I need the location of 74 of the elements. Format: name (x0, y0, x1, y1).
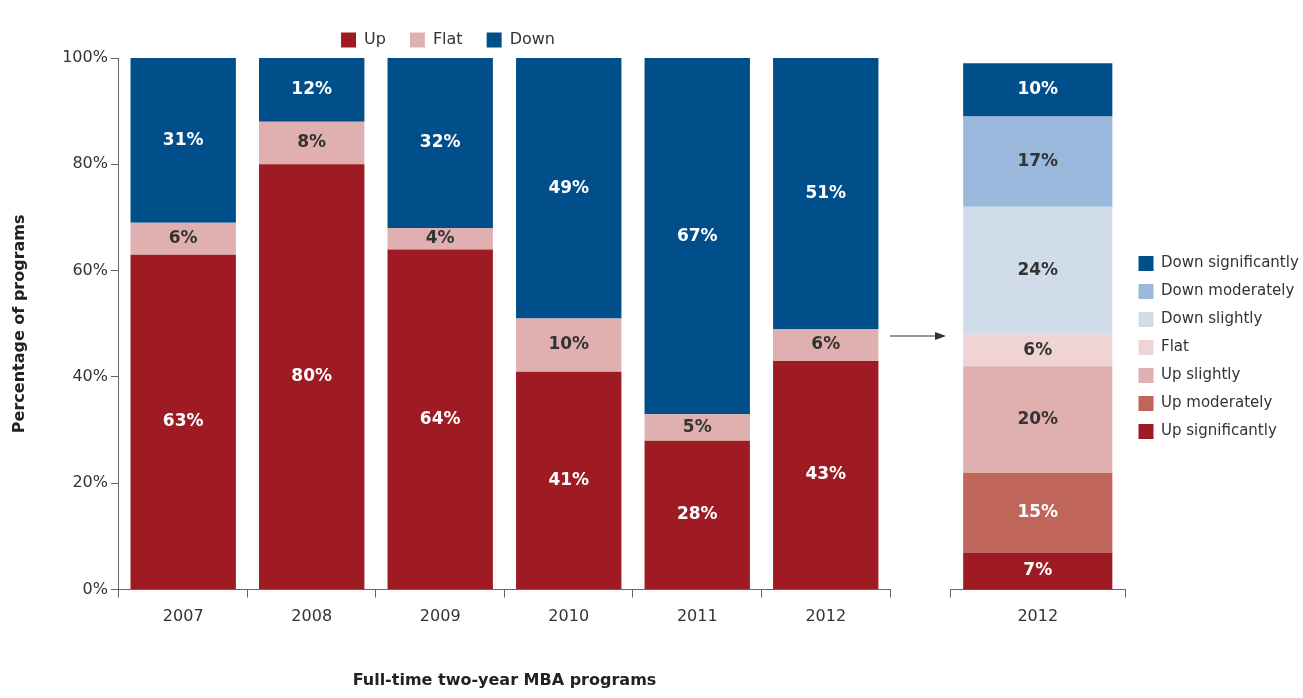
y-tick-label: 100% (62, 47, 108, 67)
bar (773, 361, 879, 590)
bar (130, 58, 236, 223)
bar (963, 472, 1113, 553)
bar (644, 440, 750, 590)
y-tick-label: 40% (72, 366, 108, 386)
x-axis-title: Full-time two-year MBA programs (352, 669, 657, 689)
bar (963, 366, 1113, 473)
data-label: 80% (291, 365, 333, 386)
bar (644, 58, 750, 415)
data-label: 5% (682, 415, 712, 436)
legend-label: Up significantly (1161, 421, 1277, 440)
legend-label: Down significantly (1161, 253, 1299, 272)
bar (130, 222, 236, 255)
legend-label: Down (509, 29, 555, 49)
bar (516, 318, 622, 372)
bar (963, 206, 1113, 335)
data-label: 15% (1017, 500, 1059, 521)
x-tick-label: 2012 (805, 606, 847, 626)
data-label: 43% (805, 463, 847, 484)
data-label: 6% (811, 333, 841, 354)
data-label: 12% (291, 78, 333, 99)
data-label: 17% (1017, 150, 1059, 171)
bar (259, 121, 365, 165)
bar (773, 329, 879, 362)
data-label: 63% (162, 410, 204, 431)
y-tick-label: 20% (72, 472, 108, 492)
bar (963, 334, 1113, 367)
x-tick-label: 2011 (676, 606, 718, 626)
legend-label: Down slightly (1161, 309, 1263, 328)
data-label: 67% (676, 224, 718, 245)
bar (963, 552, 1113, 590)
bar (387, 58, 493, 229)
legend-label: Up slightly (1161, 365, 1241, 384)
x-tick-label: 2010 (548, 606, 590, 626)
data-label: 8% (297, 131, 327, 152)
data-label: 20% (1017, 407, 1059, 428)
data-label: 4% (425, 227, 455, 248)
y-tick-label: 0% (82, 578, 108, 598)
bar (516, 58, 622, 319)
data-label: 24% (1017, 259, 1059, 280)
legend-label: Up moderately (1161, 393, 1273, 412)
data-label: 51% (805, 181, 847, 202)
data-label: 49% (548, 176, 590, 197)
legend-label: Flat (432, 29, 463, 49)
data-label: 10% (1017, 78, 1059, 99)
data-label: 41% (548, 468, 590, 489)
data-label: 64% (419, 407, 461, 428)
y-tick-label: 80% (72, 153, 108, 173)
y-axis-title: Percentage of programs (8, 214, 28, 434)
x-tick-label: 2008 (291, 606, 333, 626)
data-label: 28% (676, 503, 718, 524)
bar (963, 116, 1113, 207)
data-label: 7% (1023, 559, 1053, 580)
data-label: 32% (419, 131, 461, 152)
data-label: 10% (548, 333, 590, 354)
bar (130, 254, 236, 590)
legend-label: Flat (1161, 337, 1189, 356)
data-label: 6% (168, 227, 198, 248)
x-tick-label: 2007 (162, 606, 204, 626)
bar (259, 164, 365, 590)
data-label: 6% (1023, 338, 1053, 359)
data-label: 31% (162, 128, 204, 149)
bar (963, 63, 1113, 117)
bar (387, 249, 493, 590)
bar (773, 58, 879, 330)
legend-label: Down moderately (1161, 281, 1295, 300)
bar (516, 371, 622, 590)
legend-label: Up (364, 29, 386, 49)
bar (644, 414, 750, 441)
x-tick-label: 2012 (1017, 606, 1059, 626)
x-tick-label: 2009 (419, 606, 461, 626)
y-tick-label: 60% (72, 259, 108, 279)
bar (259, 58, 365, 122)
